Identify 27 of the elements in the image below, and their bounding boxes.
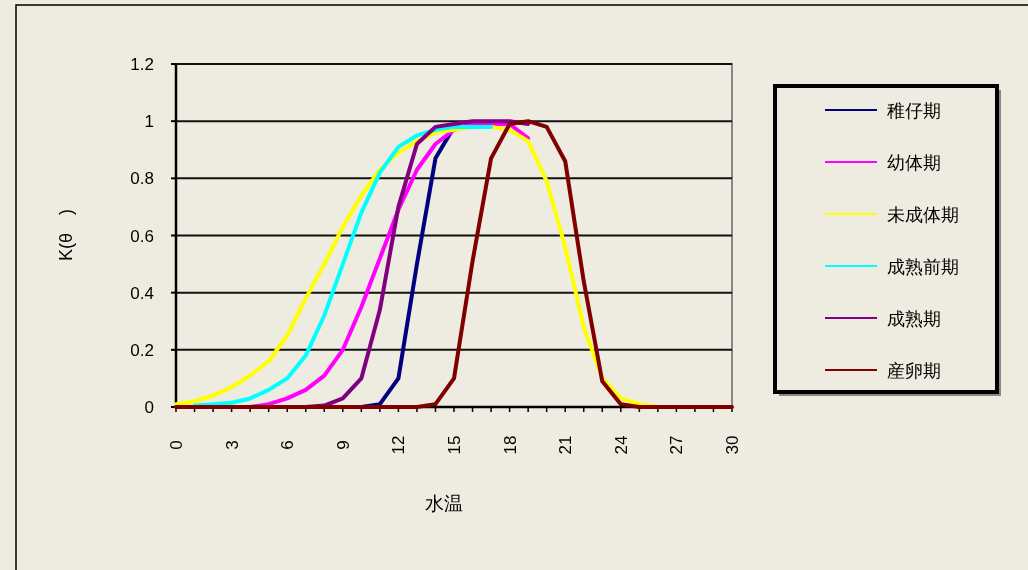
legend-label: 成熟前期	[887, 257, 959, 277]
y-axis-title: K(θ )	[56, 208, 76, 262]
x-tick-label: 15	[445, 435, 464, 455]
line-series	[192, 124, 494, 408]
x-axis-title: 水温	[425, 493, 463, 514]
x-tick-label: 24	[611, 435, 631, 455]
y-tick-label: 1	[144, 112, 154, 132]
y-tick-label: 0.2	[130, 340, 154, 360]
legend-label: 未成体期	[887, 205, 959, 225]
y-tick-label: 1.2	[130, 55, 154, 74]
legend-label: 成熟期	[887, 309, 941, 329]
legend-label: 稚仔期	[887, 101, 941, 121]
x-tick-label: 9	[333, 440, 353, 450]
x-tick-label: 21	[556, 435, 576, 455]
x-tick-label: 3	[222, 440, 242, 450]
x-tick-label: 0	[167, 440, 186, 450]
legend-label: 幼体期	[887, 153, 941, 173]
x-tick-label: 27	[667, 435, 687, 455]
x-tick-label: 30	[723, 435, 742, 455]
x-tick-label: 12	[389, 435, 409, 455]
legend-label: 産卵期	[887, 361, 941, 381]
y-tick-label: 0	[144, 398, 154, 417]
y-tick-label: 0.6	[130, 226, 154, 246]
x-tick-label: 18	[500, 435, 520, 455]
y-tick-label: 0.4	[130, 283, 154, 303]
x-tick-label: 6	[278, 440, 298, 450]
y-tick-label: 0.8	[130, 169, 154, 189]
